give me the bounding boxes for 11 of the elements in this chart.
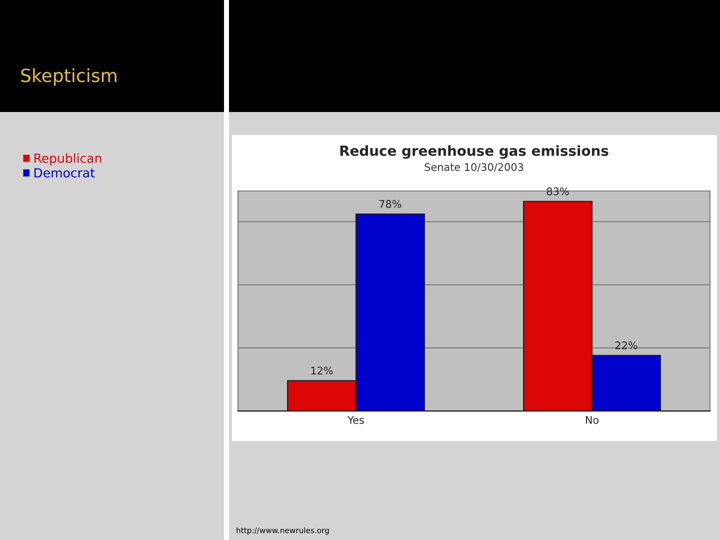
chart-title: Reduce greenhouse gas emissions xyxy=(340,145,608,159)
data-label: 83% xyxy=(546,187,569,196)
chart-subtitle: Senate 10/30/2003 xyxy=(424,163,524,172)
legend-label: Democrat xyxy=(34,168,95,178)
text: Skepticism xyxy=(21,68,116,86)
legend-label: Republican xyxy=(34,153,102,166)
data-label: 12% xyxy=(311,366,333,375)
x-tick-label: Yes xyxy=(348,416,364,424)
x-tick-label: No xyxy=(586,416,599,424)
data-label: 22% xyxy=(615,341,638,350)
data-label: 78% xyxy=(380,200,402,208)
